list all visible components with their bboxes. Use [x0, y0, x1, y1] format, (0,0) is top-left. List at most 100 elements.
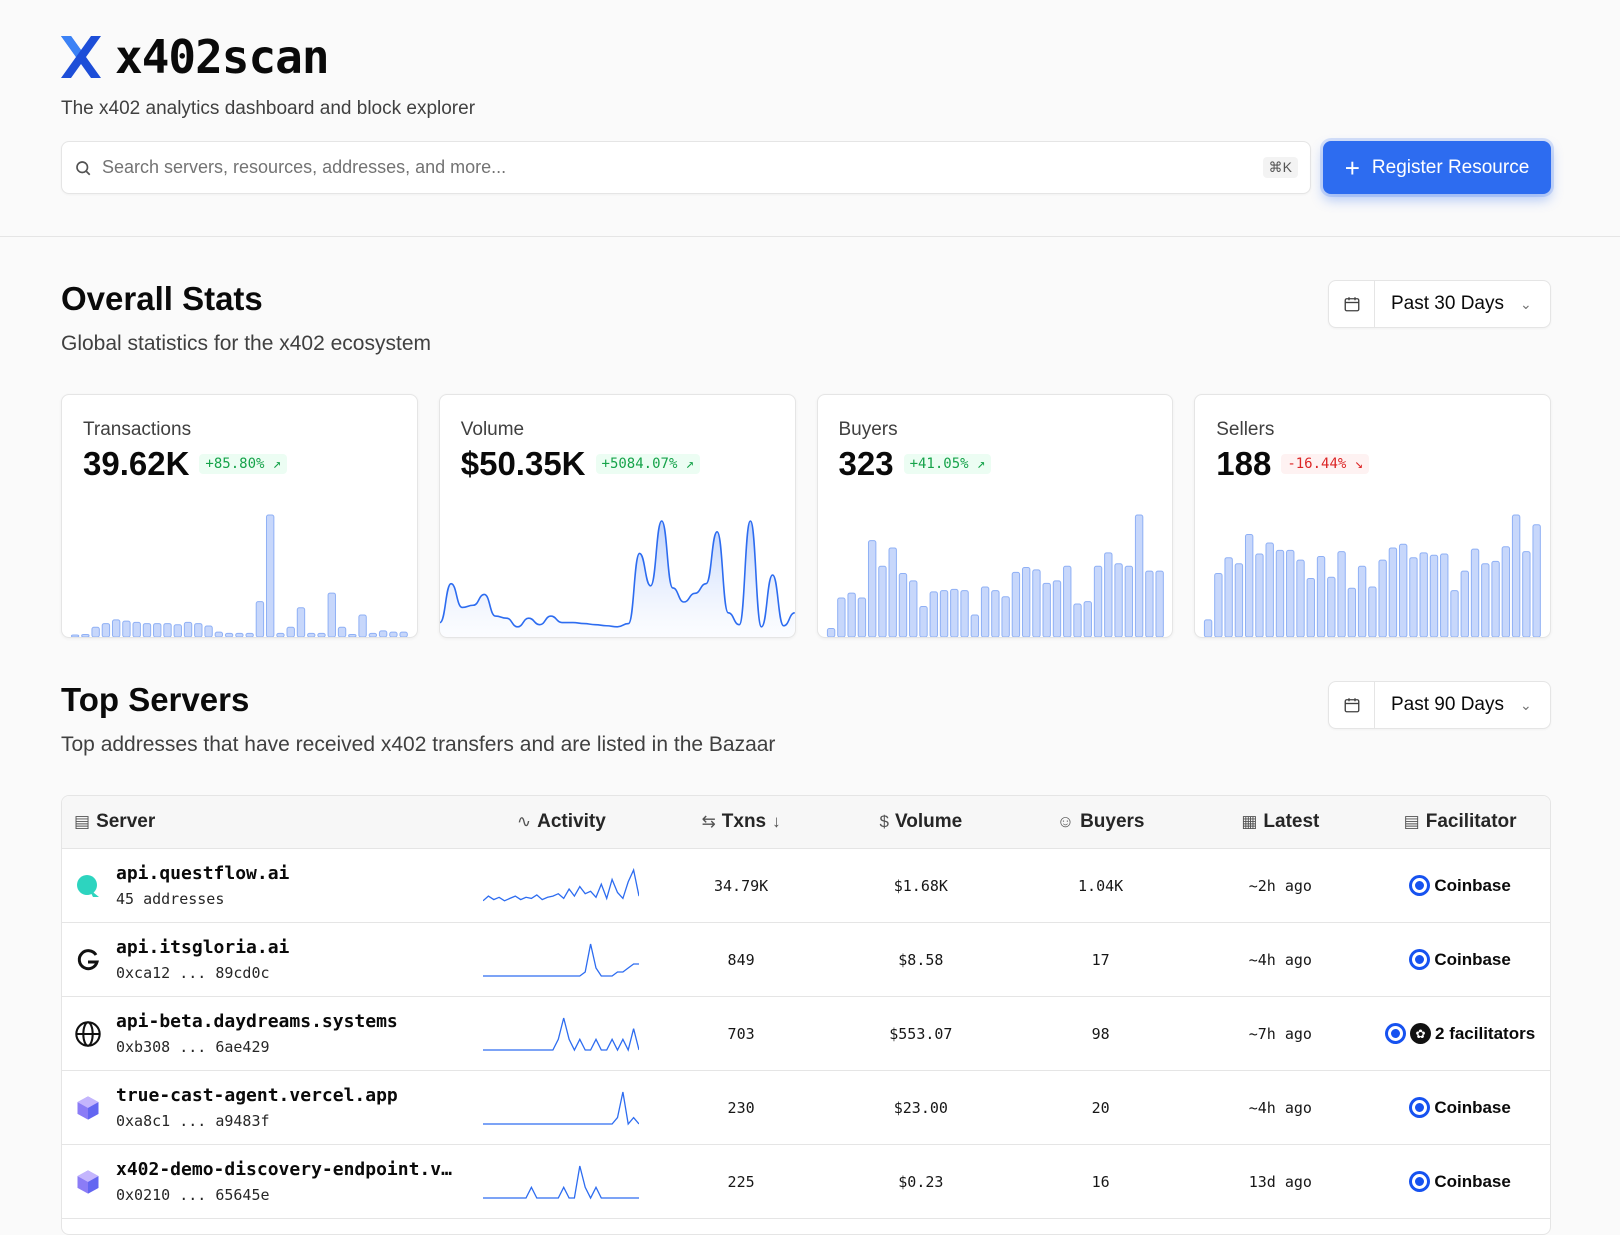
- server-name[interactable]: api.itsgloria.ai: [116, 937, 290, 958]
- brand-name: x402scan: [115, 30, 330, 84]
- chart-bar: [1440, 553, 1449, 637]
- column-latest[interactable]: ▦ Latest: [1241, 811, 1320, 832]
- top-servers-range-select[interactable]: Past 90 Days ⌄: [1328, 681, 1551, 729]
- overall-stats-section: Overall Stats Global statistics for the …: [61, 280, 1551, 356]
- server-name[interactable]: true-cast-agent.vercel.app: [116, 1085, 398, 1106]
- chart-bar: [1388, 547, 1398, 637]
- txns-cell: 225: [727, 1172, 755, 1191]
- table-body: api.questflow.ai 45 addresses 34.79K $1.…: [62, 849, 1550, 1219]
- activity-cell: [471, 1162, 651, 1202]
- column-txns[interactable]: ⇆ Txns ↓: [701, 811, 781, 832]
- table-row[interactable]: api.itsgloria.ai 0xca12 ... 89cd0c 849 $…: [62, 923, 1550, 997]
- chart-bar: [132, 621, 141, 637]
- stat-card-sellers[interactable]: Sellers 188 -16.44% ↘: [1194, 394, 1551, 638]
- server-icon: ▤: [74, 812, 91, 831]
- server-cell[interactable]: api-beta.daydreams.systems 0xb308 ... 6a…: [62, 1011, 471, 1056]
- table-row[interactable]: api.questflow.ai 45 addresses 34.79K $1.…: [62, 849, 1550, 923]
- chart-bar: [939, 590, 948, 637]
- chart-bar: [1062, 565, 1071, 637]
- stat-card-transactions[interactable]: Transactions 39.62K +85.80% ↗: [61, 394, 418, 638]
- facilitator-cell[interactable]: Coinbase: [1370, 875, 1550, 896]
- stat-label: Volume: [460, 419, 525, 440]
- column-buyers[interactable]: ☺ Buyers: [1056, 811, 1145, 832]
- chart-bar: [1245, 534, 1254, 637]
- server-cell[interactable]: true-cast-agent.vercel.app 0xa8c1 ... a9…: [62, 1085, 471, 1130]
- chart-bar: [296, 607, 306, 637]
- table-row[interactable]: x402-demo-discovery-endpoint.v… 0x0210 .…: [62, 1145, 1550, 1219]
- chart-bar: [959, 590, 969, 637]
- chart-bar: [1337, 551, 1347, 637]
- chart-bar: [898, 573, 907, 637]
- chart-bar: [224, 632, 234, 637]
- search-row: Search servers, resources, addresses, an…: [61, 141, 1551, 194]
- stat-card-volume[interactable]: Volume $50.35K +5084.07% ↗: [438, 394, 796, 638]
- server-address: 45 addresses: [116, 890, 225, 908]
- facilitator-cell[interactable]: Coinbase: [1370, 1097, 1550, 1118]
- search-input[interactable]: Search servers, resources, addresses, an…: [61, 141, 1311, 194]
- activity-cell: [471, 1088, 651, 1128]
- chart-bar: [81, 634, 90, 637]
- chart-bar: [214, 631, 224, 637]
- facilitator-name: Coinbase: [1434, 875, 1511, 895]
- column-facilitator[interactable]: ▤ Facilitator: [1403, 811, 1517, 832]
- chart-bar: [173, 624, 182, 637]
- chart-bar: [1276, 549, 1285, 637]
- volume-cell: $553.07: [889, 1024, 953, 1043]
- chart-bar: [1450, 590, 1459, 637]
- facilitator-cell[interactable]: ✿ 2 facilitators: [1370, 1023, 1550, 1044]
- latest-cell: 13d ago: [1248, 1172, 1312, 1191]
- chart-bar: [122, 620, 131, 637]
- activity-line: [483, 1091, 640, 1125]
- chart-bar: [1286, 549, 1295, 637]
- txns-cell: 703: [727, 1024, 755, 1043]
- coinbase-logo-icon: [1409, 949, 1431, 970]
- column-activity[interactable]: ∿ Activity: [516, 811, 606, 832]
- chart-bar: [1327, 576, 1336, 637]
- server-name[interactable]: api.questflow.ai: [116, 863, 290, 884]
- chart-bar: [389, 631, 398, 637]
- chevron-down-icon: ⌄: [1520, 696, 1532, 713]
- facilitator-cell[interactable]: Coinbase: [1370, 1171, 1550, 1192]
- server-cell[interactable]: api.questflow.ai 45 addresses: [62, 863, 471, 908]
- latest-cell: ~2h ago: [1248, 876, 1312, 895]
- overall-range-select[interactable]: Past 30 Days ⌄: [1328, 280, 1551, 328]
- volume-cell: $1.68K: [893, 876, 948, 895]
- server-name[interactable]: x402-demo-discovery-endpoint.v…: [116, 1159, 452, 1180]
- facilitator-cell[interactable]: Coinbase: [1370, 949, 1550, 970]
- server-address: 0xca12 ... 89cd0c: [116, 964, 270, 982]
- chart-bar: [255, 601, 265, 637]
- chart-bar: [1204, 619, 1213, 637]
- register-resource-button[interactable]: + Register Resource: [1323, 141, 1551, 194]
- chart-area: [439, 521, 795, 637]
- column-volume[interactable]: $ Volume: [879, 811, 963, 832]
- chart-bar: [1093, 565, 1102, 637]
- facilitator-name: 2 facilitators: [1435, 1023, 1536, 1043]
- chart-bar: [378, 630, 388, 637]
- coinbase-logo-icon: [1409, 1097, 1431, 1118]
- chart-bar: [836, 597, 846, 637]
- server-name[interactable]: api-beta.daydreams.systems: [116, 1011, 398, 1032]
- table-row[interactable]: true-cast-agent.vercel.app 0xa8c1 ... a9…: [62, 1071, 1550, 1145]
- activity-line: [483, 1017, 640, 1052]
- stat-card-buyers[interactable]: Buyers 323 +41.05% ↗: [816, 394, 1174, 638]
- table-row[interactable]: api-beta.daydreams.systems 0xb308 ... 6a…: [62, 997, 1550, 1071]
- stat-value: 39.62K: [83, 445, 190, 482]
- chart-bar: [1224, 557, 1234, 637]
- activity-cell: [471, 940, 651, 980]
- chart-bar: [399, 631, 408, 637]
- facilitator-name: Coinbase: [1434, 949, 1511, 969]
- server-cell[interactable]: api.itsgloria.ai 0xca12 ... 89cd0c: [62, 937, 471, 982]
- activity-sparkline: [483, 867, 640, 902]
- overall-stats-subtitle: Global statistics for the x402 ecosystem: [61, 332, 431, 355]
- activity-line: [483, 867, 640, 902]
- chart-bar: [101, 623, 111, 637]
- server-cell[interactable]: x402-demo-discovery-endpoint.v… 0x0210 .…: [62, 1159, 471, 1204]
- brand[interactable]: x402scan: [61, 30, 1559, 84]
- buyers-cell: 17: [1091, 950, 1110, 969]
- chart-bar: [867, 540, 876, 637]
- chart-bar: [1154, 570, 1164, 637]
- chart-bar: [1491, 560, 1501, 637]
- column-server[interactable]: ▤ Server: [74, 811, 156, 832]
- txns-cell: 230: [727, 1098, 755, 1117]
- chart-bar: [1214, 573, 1223, 637]
